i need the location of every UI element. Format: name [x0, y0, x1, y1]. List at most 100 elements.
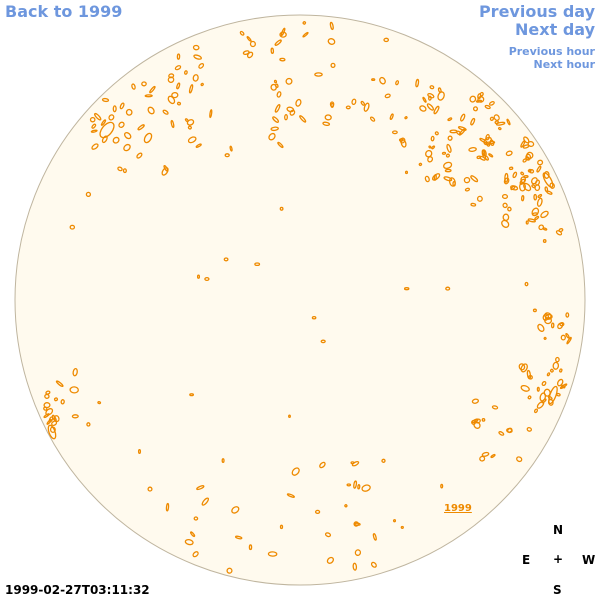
contour-mark [277, 141, 284, 149]
contour-mark [543, 336, 547, 340]
previous-day-link[interactable]: Previous day [478, 2, 595, 21]
contour-mark [525, 220, 529, 225]
contour-mark [226, 567, 233, 574]
contour-mark [344, 504, 348, 508]
contour-mark [483, 136, 493, 146]
contour-mark [370, 561, 377, 568]
contour-mark [427, 92, 435, 99]
contour-mark [415, 78, 420, 88]
contour-loop [143, 132, 153, 144]
contour-mark [270, 47, 275, 55]
contour-mark [223, 257, 229, 262]
contour-mark [516, 456, 523, 463]
contour-mark [246, 51, 254, 59]
contour-mark [276, 91, 282, 98]
contour-mark [192, 74, 199, 82]
contour-mark [494, 120, 499, 125]
contour-mark [507, 427, 513, 433]
contour-mark [550, 322, 555, 329]
contour-mark [351, 98, 357, 106]
contour-mark [383, 37, 390, 43]
contour-mark [46, 418, 52, 425]
previous-hour-link[interactable]: Previous hour [508, 45, 595, 58]
contour-mark [470, 117, 476, 126]
contour-mark [523, 182, 532, 192]
contour-mark [363, 102, 370, 112]
contour-mark [476, 195, 483, 202]
contour-mark [176, 53, 181, 60]
contour-mark [473, 421, 481, 429]
contour-mark [279, 57, 286, 62]
contour-mark [171, 91, 179, 99]
contour-mark [429, 85, 435, 90]
contour-mark [392, 519, 397, 523]
contour-mark [475, 99, 483, 103]
contour-mark [149, 85, 156, 94]
contour-mark [493, 114, 500, 121]
contour-mark [464, 187, 471, 192]
contour-mark [53, 415, 60, 423]
contour-mark [320, 339, 326, 344]
contour-mark [442, 161, 453, 170]
contour-mark [117, 166, 123, 172]
contour-mark [479, 455, 486, 462]
contour-mark [329, 101, 335, 108]
contour-mark [284, 114, 288, 121]
contour-mark [546, 372, 551, 377]
year-1999-link[interactable]: 1999 [444, 503, 472, 514]
contour-mark [372, 533, 377, 541]
contour-mark [314, 72, 323, 77]
next-day-link[interactable]: Next day [515, 20, 595, 39]
contour-mark [44, 393, 50, 399]
contour-mark [174, 65, 182, 71]
contour-mark [285, 77, 293, 85]
contour-mark [43, 406, 48, 411]
contour-mark [53, 397, 59, 402]
contour-mark [446, 143, 452, 153]
contour-mark [561, 384, 566, 389]
contour-mark [422, 96, 427, 103]
contour-mark [440, 483, 444, 489]
contour-mark [479, 155, 486, 161]
contour-mark [495, 121, 506, 126]
contour-mark [108, 114, 115, 121]
contour-mark [482, 149, 487, 157]
contour-mark [165, 502, 170, 512]
compass-east: E [522, 553, 531, 567]
contour-mark [291, 467, 300, 476]
contour-mark [398, 138, 404, 142]
contour-mark [246, 36, 252, 42]
contour-mark [502, 213, 510, 222]
contour-mark [279, 206, 284, 211]
contour-mark [484, 104, 491, 110]
contour-mark [488, 101, 495, 106]
contour-mark [229, 145, 233, 152]
contour-mark [371, 78, 376, 82]
contour-mark [565, 332, 570, 339]
contour-mark [448, 177, 456, 187]
compass-west: W [582, 553, 596, 567]
next-hour-link[interactable]: Next hour [533, 58, 596, 71]
contour-mark [286, 493, 296, 498]
contour-mark [555, 356, 560, 363]
contour-loop [542, 172, 554, 188]
contour-mark [123, 143, 131, 152]
contour-mark [136, 152, 143, 159]
contour-mark [404, 116, 408, 120]
contour-mark [430, 135, 435, 142]
contour-mark [186, 119, 195, 126]
contour-mark [559, 368, 563, 373]
contour-mark [491, 405, 499, 410]
contour-mark [502, 202, 508, 209]
contour-mark [275, 83, 279, 89]
contour-mark [481, 418, 486, 422]
contour-mark [512, 171, 518, 179]
contour-mark [249, 40, 256, 48]
contour-mark [273, 79, 278, 84]
contour-mark [471, 398, 480, 404]
contour-mark [520, 171, 525, 176]
contour-mark [479, 137, 488, 144]
contour-mark [254, 262, 261, 267]
back-to-year-link[interactable]: Back to 1999 [5, 2, 123, 21]
contour-mark [431, 173, 441, 181]
